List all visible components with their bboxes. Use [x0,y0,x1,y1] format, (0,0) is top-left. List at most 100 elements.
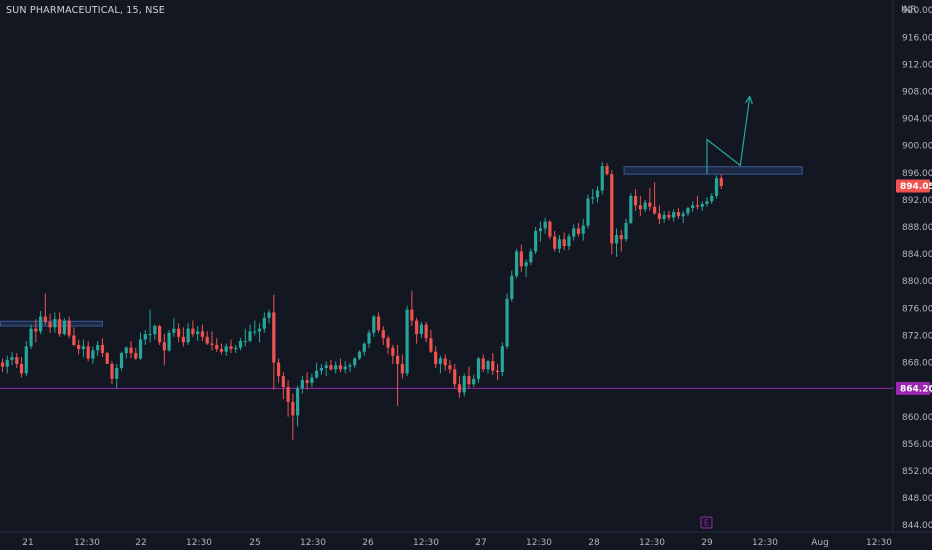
candle-body [429,338,433,352]
candle [224,343,228,356]
candle-body [714,178,719,196]
candle-body [562,239,566,247]
earnings-marker-box [700,516,713,529]
candle-body [591,197,595,199]
candle [191,320,195,337]
candle-body [410,309,414,321]
candle-body [43,316,47,322]
candle [543,217,547,234]
candle-body [119,353,124,368]
candle-body [419,324,423,335]
price-tick-label: 876.00 [902,304,932,314]
candle-body [324,365,328,368]
candle [110,361,114,385]
candle-body [77,344,81,350]
time-tick-label: 12:30 [639,538,665,548]
candle-body [58,319,62,335]
candle [591,189,595,204]
candle-body [177,328,181,337]
candle [505,293,509,350]
candle-body [653,206,657,214]
time-tick-label: 22 [135,538,146,548]
candles-layer [0,161,723,440]
price-tick-label: 884.00 [902,250,932,260]
candle [348,362,352,373]
candle-body [367,332,371,344]
price-tick-label: 848.00 [902,494,932,504]
candle [219,343,224,355]
candle [43,293,47,325]
last-price-badge-text: 894.05 [900,182,932,192]
candle-body [662,214,666,219]
candle [562,232,566,251]
candle-body [610,174,614,244]
candle [343,361,347,374]
zones-layer [0,166,893,389]
candle-body [657,213,661,219]
projection-arrow-head [744,95,751,104]
candle [472,374,476,387]
candle-body [219,349,224,352]
candle-body [491,361,495,371]
candle-body [372,316,376,333]
candle [576,222,581,237]
price-axis[interactable]: 844.00848.00852.00856.00860.00864.00868.… [896,6,932,531]
candle-body [643,202,647,210]
candle-body [572,228,576,237]
candle-body [86,346,90,359]
candle [238,338,243,351]
candle [38,311,43,335]
time-tick-label: 27 [475,538,486,548]
candle [438,355,443,374]
price-tick-label: 844.00 [902,521,932,531]
candle-body [448,365,452,370]
candle [672,209,676,222]
support-price-badge: 864.20 [896,381,932,395]
candle-body [605,166,609,175]
symbol-title[interactable]: SUN PHARMACEUTICAL, 15, NSE [6,5,165,16]
candle [72,327,76,347]
candle [486,359,490,374]
candle [200,324,205,341]
earnings-marker[interactable]: E [700,516,713,529]
candle-body [134,353,138,359]
resistance-zone[interactable] [623,166,803,175]
candle-body [519,251,523,267]
candle [186,323,190,345]
candle-body [167,332,171,351]
candle-body [315,370,319,378]
candle-body [338,365,343,370]
candle-body [629,195,633,223]
candle-body [624,222,628,240]
candle [286,380,290,417]
price-tick-label: 888.00 [902,223,932,233]
candle-body [648,202,652,207]
candle-body [238,340,243,348]
candle-body [310,377,314,383]
candle [215,338,219,352]
candle [581,218,585,241]
time-tick-label: 29 [701,538,713,548]
earnings-marker-text: E [704,519,709,528]
candle-body [581,225,585,234]
candle [167,330,171,352]
candle-body [472,378,476,385]
candle [148,309,152,343]
candle [567,233,571,251]
candle-body [224,346,228,352]
candle-body [548,221,552,237]
candle [510,270,514,302]
candle-body [129,347,133,354]
candle [100,338,105,358]
candle [500,342,504,377]
time-axis[interactable]: 21 12:30 22 12:30 25 12:30 26 12:30 27 12:30 28 12:… [22,516,892,548]
candle-body [434,351,438,364]
candle-body [305,380,309,383]
candle-body [543,221,547,229]
candle [177,323,181,343]
projection-arrow[interactable] [706,96,751,175]
candle [386,335,390,355]
candle-body [0,362,5,367]
